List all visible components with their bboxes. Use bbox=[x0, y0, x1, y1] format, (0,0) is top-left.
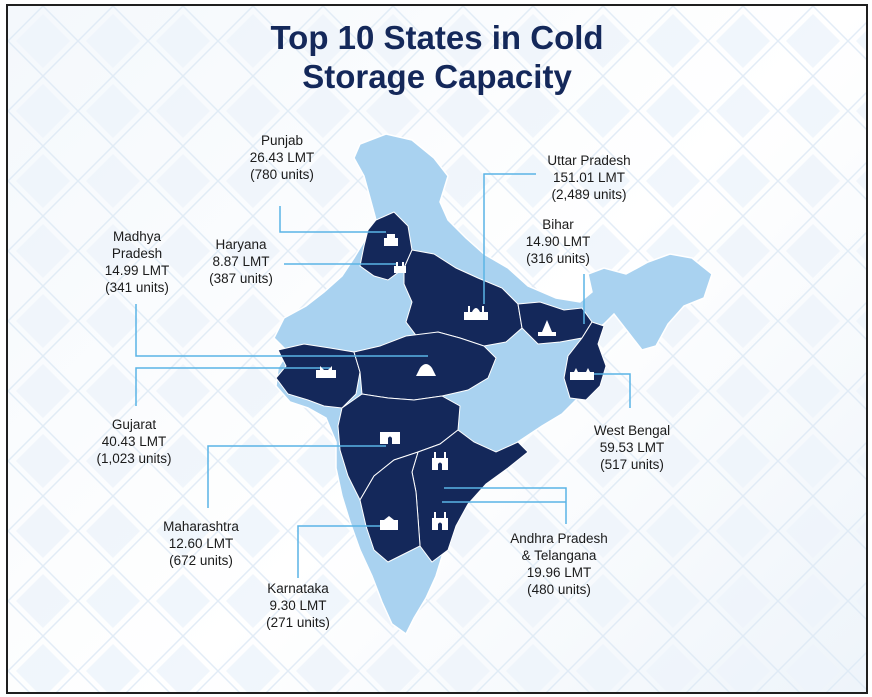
label-bihar: Bihar 14.90 LMT (316 units) bbox=[508, 216, 608, 267]
gujarat-capacity: 40.43 LMT bbox=[101, 434, 167, 449]
karnataka-capacity: 9.30 LMT bbox=[269, 598, 327, 613]
uttar-pradesh-name: Uttar Pradesh bbox=[547, 153, 631, 168]
punjab-name: Punjab bbox=[260, 133, 304, 148]
uttar-pradesh-capacity: 151.01 LMT bbox=[552, 170, 626, 185]
maharashtra-capacity: 12.60 LMT bbox=[168, 536, 234, 551]
haryana-monument-icon bbox=[394, 262, 406, 273]
gujarat-name: Gujarat bbox=[111, 417, 157, 432]
west-bengal-units: (517 units) bbox=[600, 457, 664, 472]
leader-line-madhya-pradesh bbox=[135, 304, 428, 357]
leader-line-andhra-telangana bbox=[444, 487, 567, 524]
west-bengal-name: West Bengal bbox=[593, 423, 671, 438]
west-bengal-capacity: 59.53 LMT bbox=[599, 440, 665, 455]
karnataka-region bbox=[359, 451, 421, 563]
gujarat-palace-icon bbox=[316, 366, 336, 378]
west-bengal-region bbox=[563, 321, 607, 401]
haryana-units: (387 units) bbox=[209, 271, 273, 286]
title-line-1: Top 10 States in Cold bbox=[270, 19, 604, 56]
leader-line-west-bengal bbox=[586, 373, 631, 408]
leader-line-karnataka bbox=[297, 525, 392, 578]
punjab-capacity: 26.43 LMT bbox=[249, 150, 315, 165]
label-punjab: Punjab 26.43 LMT (780 units) bbox=[232, 132, 332, 183]
label-gujarat: Gujarat 40.43 LMT (1,023 units) bbox=[84, 416, 184, 467]
leader-line-maharashtra bbox=[207, 445, 386, 508]
andhra-telangana-units: (480 units) bbox=[527, 582, 591, 597]
leader-line-gujarat bbox=[135, 367, 330, 406]
karnataka-name: Karnataka bbox=[267, 581, 329, 596]
leader-lines bbox=[135, 173, 631, 578]
label-andhra-telangana: Andhra Pradesh & Telangana 19.96 LMT (48… bbox=[498, 530, 620, 598]
label-west-bengal: West Bengal 59.53 LMT (517 units) bbox=[580, 422, 684, 473]
page-title: Top 10 States in Cold Storage Capacity bbox=[8, 18, 866, 96]
uttar-pradesh-units: (2,489 units) bbox=[551, 187, 627, 202]
andhra-charminar-icon bbox=[432, 512, 448, 530]
infographic-frame: Top 10 States in Cold Storage Capacity bbox=[6, 4, 868, 694]
title-line-2: Storage Capacity bbox=[302, 58, 572, 95]
leader-line-punjab bbox=[279, 206, 386, 233]
telangana-charminar-icon bbox=[432, 452, 448, 470]
label-madhya-pradesh: Madhya Pradesh 14.99 LMT (341 units) bbox=[92, 228, 182, 296]
haryana-capacity: 8.87 LMT bbox=[212, 254, 270, 269]
madhya-pradesh-name-1: Madhya bbox=[112, 229, 162, 244]
india-map bbox=[135, 133, 713, 636]
bihar-temple-icon bbox=[538, 320, 556, 336]
madhya-pradesh-stupa-icon bbox=[416, 364, 436, 376]
punjab-units: (780 units) bbox=[250, 167, 314, 182]
label-haryana: Haryana 8.87 LMT (387 units) bbox=[196, 236, 286, 287]
madhya-pradesh-units: (341 units) bbox=[105, 280, 169, 295]
karnataka-units: (271 units) bbox=[266, 615, 330, 630]
maharashtra-gateway-icon bbox=[380, 432, 400, 444]
landmark-icons bbox=[316, 234, 594, 530]
label-uttar-pradesh: Uttar Pradesh 151.01 LMT (2,489 units) bbox=[534, 152, 644, 203]
andhra-telangana-name-2: & Telangana bbox=[521, 548, 597, 563]
maharashtra-units: (672 units) bbox=[169, 553, 233, 568]
bihar-capacity: 14.90 LMT bbox=[525, 234, 591, 249]
haryana-name: Haryana bbox=[215, 237, 267, 252]
karnataka-palace-icon bbox=[380, 516, 398, 530]
punjab-monument-icon bbox=[384, 234, 398, 246]
west-bengal-memorial-icon bbox=[570, 368, 594, 380]
gujarat-units: (1,023 units) bbox=[96, 451, 172, 466]
bihar-name: Bihar bbox=[542, 217, 574, 232]
leader-line-uttar-pradesh bbox=[483, 173, 536, 304]
andhra-telangana-capacity: 19.96 LMT bbox=[526, 565, 592, 580]
madhya-pradesh-name-2: Pradesh bbox=[111, 246, 163, 261]
label-maharashtra: Maharashtra 12.60 LMT (672 units) bbox=[146, 518, 256, 569]
bihar-units: (316 units) bbox=[526, 251, 590, 266]
uttar-pradesh-taj-icon bbox=[464, 306, 488, 320]
label-karnataka: Karnataka 9.30 LMT (271 units) bbox=[248, 580, 348, 631]
madhya-pradesh-capacity: 14.99 LMT bbox=[104, 263, 170, 278]
andhra-telangana-name-1: Andhra Pradesh bbox=[510, 531, 608, 546]
maharashtra-name: Maharashtra bbox=[163, 519, 239, 534]
